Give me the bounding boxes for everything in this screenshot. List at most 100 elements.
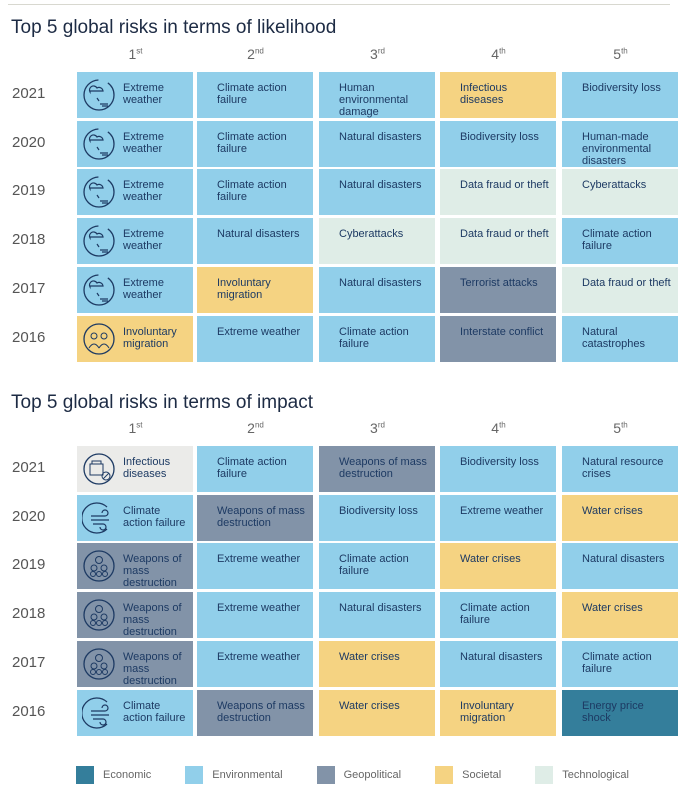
- year-label: 2021: [12, 459, 46, 476]
- infectious-diseases-icon: [83, 453, 115, 485]
- risk-cell: Water crises: [319, 640, 435, 687]
- rank-suffix: nd: [254, 420, 264, 430]
- legend-swatch: [316, 766, 335, 784]
- risk-cell: Biodiversity loss: [440, 120, 556, 167]
- risk-cell: Extreme weather: [197, 592, 313, 639]
- risk-cell: Climate action failure: [197, 72, 313, 118]
- risk-cell: Natural disasters: [319, 266, 435, 313]
- rank-header: 1st: [77, 420, 194, 436]
- risk-cell: Water crises: [562, 494, 678, 541]
- risk-cell: Extreme weather: [77, 218, 193, 265]
- risk-cell: Climate action failure: [562, 640, 678, 687]
- legend-label: Economic: [103, 769, 152, 781]
- rank-number: 3: [370, 46, 378, 62]
- extreme-weather-icon: [83, 79, 115, 111]
- risk-label: Biodiversity loss: [339, 504, 418, 517]
- risk-cell: Natural disasters: [197, 218, 313, 265]
- legend-swatch: [185, 766, 204, 784]
- extreme-weather-icon: [83, 176, 115, 209]
- rank-number: 3: [370, 420, 378, 436]
- risk-label: Extreme weather: [217, 553, 301, 566]
- risk-label: Involuntary migration: [123, 325, 177, 350]
- risk-cell: Involuntary migration: [197, 266, 313, 313]
- risk-label: Water crises: [460, 553, 521, 566]
- rank-number: 2: [247, 420, 255, 436]
- risk-cell: Water crises: [562, 592, 678, 639]
- rank-number: 2: [247, 46, 255, 62]
- risk-label: Data fraud or theft: [582, 276, 671, 289]
- risk-cell: Human environmental damage: [319, 72, 435, 118]
- risk-label: Climate action failure: [217, 82, 287, 106]
- climate-action-failure-icon: [82, 502, 109, 534]
- rank-suffix: th: [621, 420, 628, 430]
- risk-cell: Climate action failure: [319, 543, 435, 590]
- risk-label: Natural catastrophes: [582, 325, 645, 350]
- rank-header: 5th: [562, 420, 678, 436]
- risk-label: Weapons of mass destruction: [339, 456, 427, 480]
- year-label: 2020: [12, 133, 46, 151]
- risk-label: Extreme weather: [217, 602, 301, 615]
- risk-label: Weapons of mass destruction: [217, 699, 305, 724]
- risk-label: Infectious diseases: [460, 82, 508, 106]
- legend: Economic Environmental Geopolitical Societa…: [76, 766, 663, 784]
- risk-label: Extreme weather: [217, 325, 301, 338]
- risk-label: Weapons of mass destruction: [123, 602, 182, 639]
- risk-cell: Cyberattacks: [319, 218, 435, 265]
- rank-number: 1: [128, 420, 137, 436]
- risk-cell: Natural disasters: [319, 592, 435, 639]
- risk-cell: Extreme weather: [197, 543, 313, 590]
- risk-label: Climate action failure: [217, 130, 287, 155]
- risk-label: Extreme weather: [123, 276, 164, 301]
- risk-cell: Data fraud or theft: [440, 218, 556, 265]
- risk-label: Climate action failure: [582, 650, 652, 675]
- rank-suffix: rd: [377, 420, 385, 430]
- risk-cell: Natural catastrophes: [562, 315, 678, 362]
- risk-cell: Involuntary migration: [77, 315, 193, 362]
- risk-label: Terrorist attacks: [460, 276, 538, 289]
- extreme-weather-icon: [83, 225, 115, 257]
- legend-item: Societal: [435, 766, 501, 784]
- rank-suffix: th: [499, 420, 506, 430]
- risk-label: Natural disasters: [217, 228, 300, 241]
- risk-label: Natural disasters: [339, 276, 422, 289]
- risk-label: Human-made environmental disasters: [582, 130, 652, 167]
- risk-cell: Natural disasters: [319, 120, 435, 167]
- risk-label: Natural resource crises: [582, 456, 664, 480]
- table-title: Top 5 global risks in terms of impact: [11, 392, 314, 413]
- risk-cell: Infectious diseases: [440, 72, 556, 118]
- legend-swatch: [76, 766, 94, 784]
- risk-cell: Weapons of mass destruction: [197, 494, 313, 541]
- risk-cell: Terrorist attacks: [440, 266, 556, 313]
- rank-number: 5: [613, 420, 622, 436]
- rank-suffix: st: [136, 46, 143, 56]
- climate-action-failure-icon: [82, 696, 109, 729]
- rank-number: 5: [613, 46, 622, 62]
- risk-cell: Climate action failure: [440, 592, 556, 639]
- risk-label: Extreme weather: [123, 179, 164, 204]
- risk-cell: Weapons of mass destruction: [77, 640, 193, 687]
- year-label: 2019: [12, 182, 46, 200]
- rank-header: 3rd: [319, 420, 436, 436]
- year-label: 2016: [12, 702, 46, 720]
- risk-cell: Biodiversity loss: [319, 494, 435, 541]
- risk-label: Data fraud or theft: [460, 179, 549, 192]
- year-label: 2019: [12, 556, 46, 574]
- risk-label: Extreme weather: [123, 228, 164, 253]
- risk-label: Extreme weather: [123, 130, 164, 155]
- risk-cell: Biodiversity loss: [562, 72, 678, 118]
- risk-label: Biodiversity loss: [582, 82, 661, 94]
- risk-cell: Extreme weather: [197, 640, 313, 687]
- rank-suffix: st: [136, 420, 143, 430]
- risk-label: Natural disasters: [339, 130, 422, 143]
- rank-suffix: th: [621, 46, 628, 56]
- risk-label: Data fraud or theft: [460, 228, 549, 241]
- risk-cell: Natural disasters: [562, 543, 678, 590]
- risk-cell: Extreme weather: [77, 120, 193, 167]
- risk-label: Involuntary migration: [460, 699, 514, 724]
- risk-label: Biodiversity loss: [460, 130, 539, 143]
- rank-header: 2nd: [197, 46, 314, 62]
- involuntary-migration-icon: [83, 322, 115, 355]
- legend-label: Technological: [562, 769, 629, 781]
- risk-cell: Data fraud or theft: [562, 266, 678, 313]
- risk-label: Climate action failure: [339, 553, 409, 578]
